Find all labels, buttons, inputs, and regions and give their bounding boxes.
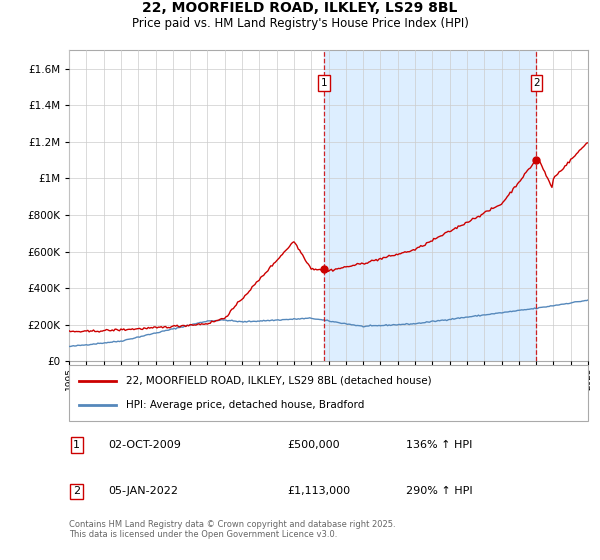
Text: 1: 1 xyxy=(321,78,328,88)
Text: HPI: Average price, detached house, Bradford: HPI: Average price, detached house, Brad… xyxy=(126,400,364,410)
Text: £500,000: £500,000 xyxy=(287,440,340,450)
Text: 136% ↑ HPI: 136% ↑ HPI xyxy=(406,440,473,450)
Text: 22, MOORFIELD ROAD, ILKLEY, LS29 8BL (detached house): 22, MOORFIELD ROAD, ILKLEY, LS29 8BL (de… xyxy=(126,376,432,386)
Text: 22, MOORFIELD ROAD, ILKLEY, LS29 8BL: 22, MOORFIELD ROAD, ILKLEY, LS29 8BL xyxy=(142,1,458,15)
Text: 02-OCT-2009: 02-OCT-2009 xyxy=(108,440,181,450)
Text: £1,113,000: £1,113,000 xyxy=(287,487,350,496)
Text: 05-JAN-2022: 05-JAN-2022 xyxy=(108,487,178,496)
Bar xyxy=(324,50,536,361)
Text: Price paid vs. HM Land Registry's House Price Index (HPI): Price paid vs. HM Land Registry's House … xyxy=(131,17,469,30)
Text: 2: 2 xyxy=(73,487,80,496)
Text: 290% ↑ HPI: 290% ↑ HPI xyxy=(406,487,473,496)
FancyBboxPatch shape xyxy=(69,365,588,421)
Text: 2: 2 xyxy=(533,78,540,88)
Text: 1: 1 xyxy=(73,440,80,450)
Text: Contains HM Land Registry data © Crown copyright and database right 2025.
This d: Contains HM Land Registry data © Crown c… xyxy=(69,520,395,539)
